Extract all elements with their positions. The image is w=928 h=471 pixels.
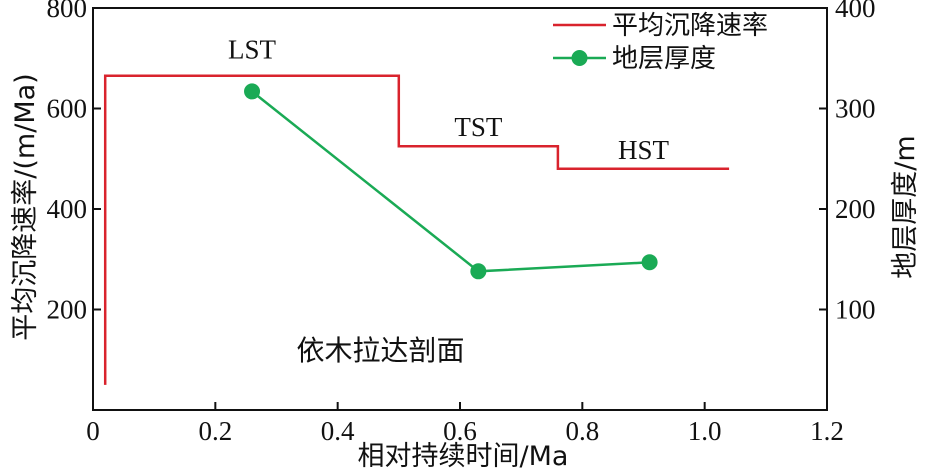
legend-label: 平均沉降速率 [612, 11, 768, 41]
x-axis-title: 相对持续时间/Ma [358, 441, 569, 471]
thickness-point [244, 83, 261, 100]
y-left-tick-label: 200 [47, 295, 88, 325]
subsidence-rate-line [103, 74, 730, 385]
legend-label: 地层厚度 [612, 44, 716, 74]
x-tick-label: 0.6 [443, 416, 477, 446]
x-tick-label: 1.2 [810, 416, 844, 446]
thickness-point [641, 254, 658, 271]
sequence-label: TST [454, 112, 503, 142]
thickness-point [470, 263, 487, 280]
thickness-line [251, 90, 650, 273]
annotations: LST TST HST 依木拉达剖面 [228, 34, 669, 367]
series-layer [103, 74, 730, 385]
section-name-label: 依木拉达剖面 [296, 334, 464, 367]
legend-marker [571, 50, 588, 66]
y-axis-right-title: 地层厚度/m [890, 135, 921, 278]
x-tick-label: 0 [86, 416, 100, 446]
x-tick-label: 0.4 [321, 416, 355, 446]
y-right-tick-label: 300 [835, 94, 876, 124]
y-right-tick-label: 400 [835, 0, 876, 23]
y-right-tick-label: 200 [835, 194, 876, 224]
sequence-label: HST [618, 135, 670, 165]
y-left-tick-label: 600 [47, 94, 88, 124]
x-tick-label: 0.8 [565, 416, 599, 446]
y-left-tick-label: 400 [47, 194, 88, 224]
y-axis-left-title: 平均沉降速率/(m/Ma) [10, 73, 41, 340]
y-left-tick-label: 800 [47, 0, 88, 23]
y-right-tick-label: 100 [835, 295, 876, 325]
ticks: 0 0.2 0.4 0.6 0.8 1.0 1.2 200 400 600 800 100 200 300… [47, 0, 876, 446]
x-tick-label: 1.0 [688, 416, 722, 446]
sequence-label: LST [228, 34, 277, 64]
x-tick-label: 0.2 [198, 416, 232, 446]
